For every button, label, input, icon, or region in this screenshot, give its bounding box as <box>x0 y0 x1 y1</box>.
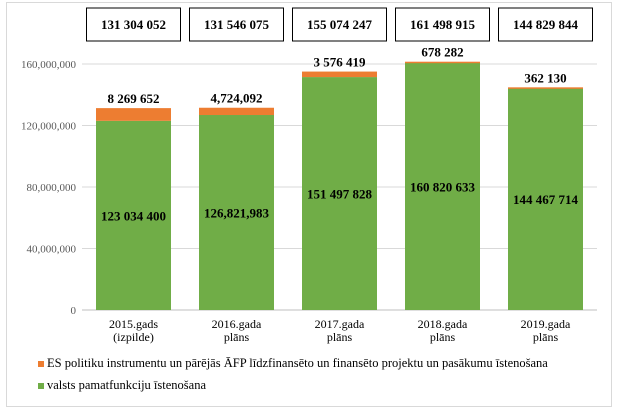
bar-green <box>96 120 171 310</box>
total-label: 144 829 844 <box>513 17 579 32</box>
total-box <box>498 7 593 42</box>
data-label-orange: 3 576 419 <box>314 55 367 70</box>
data-label-orange: 8 269 652 <box>108 91 160 106</box>
x-tick-label: 2016.gada <box>212 317 262 331</box>
bar-green <box>508 87 583 310</box>
total-box <box>86 7 181 42</box>
total-label: 155 074 247 <box>307 17 373 32</box>
bar-green <box>199 115 274 310</box>
bar-orange <box>405 61 480 64</box>
bar-orange <box>96 108 171 121</box>
bar-green <box>302 77 377 311</box>
x-tick-label: 2019.gada <box>521 317 571 331</box>
x-tick-label: (izpilde) <box>113 330 154 344</box>
x-tick-label: 2017.gada <box>315 317 365 331</box>
x-tick-label: plāns <box>224 330 250 344</box>
chart-frame <box>6 2 612 407</box>
total-box <box>292 7 387 42</box>
data-label-green: 160 820 633 <box>410 179 476 194</box>
total-label: 131 304 052 <box>101 17 166 32</box>
x-tick-label: plāns <box>327 330 353 344</box>
data-label-orange: 362 130 <box>524 70 566 85</box>
x-tick-label: plāns <box>430 330 456 344</box>
data-label-green: 151 497 828 <box>307 187 373 202</box>
legend-swatch-green <box>38 382 44 389</box>
total-box <box>189 7 284 42</box>
legend-item-valsts: valsts pamatfunkciju īstenošana <box>38 378 206 393</box>
total-box <box>395 7 490 42</box>
y-tick-label: 160,000,000 <box>21 59 77 71</box>
x-tick-label: 2015.gads <box>109 317 158 331</box>
bar-orange <box>508 87 583 89</box>
bar-orange <box>302 71 377 78</box>
data-label-green: 144 467 714 <box>513 192 579 207</box>
y-tick-label: 80,000,000 <box>27 182 77 194</box>
legend-item-es: ES politiku instrumentu un pārējās ĀFP l… <box>38 356 548 371</box>
total-label: 161 498 915 <box>410 17 476 32</box>
x-tick-label: plāns <box>533 330 559 344</box>
x-tick-label: 2018.gada <box>418 317 468 331</box>
y-tick-label: 40,000,000 <box>27 244 77 256</box>
total-label: 131 546 075 <box>204 17 270 32</box>
legend-label-es: ES politiku instrumentu un pārējās ĀFP l… <box>47 356 548 370</box>
data-label-green: 126,821,983 <box>204 206 270 221</box>
bar-orange <box>199 107 274 116</box>
y-tick-label: 120,000,000 <box>21 121 77 133</box>
legend-label-valsts: valsts pamatfunkciju īstenošana <box>47 378 206 392</box>
data-label-green: 123 034 400 <box>101 208 166 223</box>
y-tick-label: 0 <box>71 305 77 317</box>
data-label-orange: 678 282 <box>421 45 463 60</box>
bar-green <box>405 62 480 310</box>
data-label-orange: 4,724,092 <box>211 91 263 106</box>
legend-swatch-orange <box>38 360 44 367</box>
